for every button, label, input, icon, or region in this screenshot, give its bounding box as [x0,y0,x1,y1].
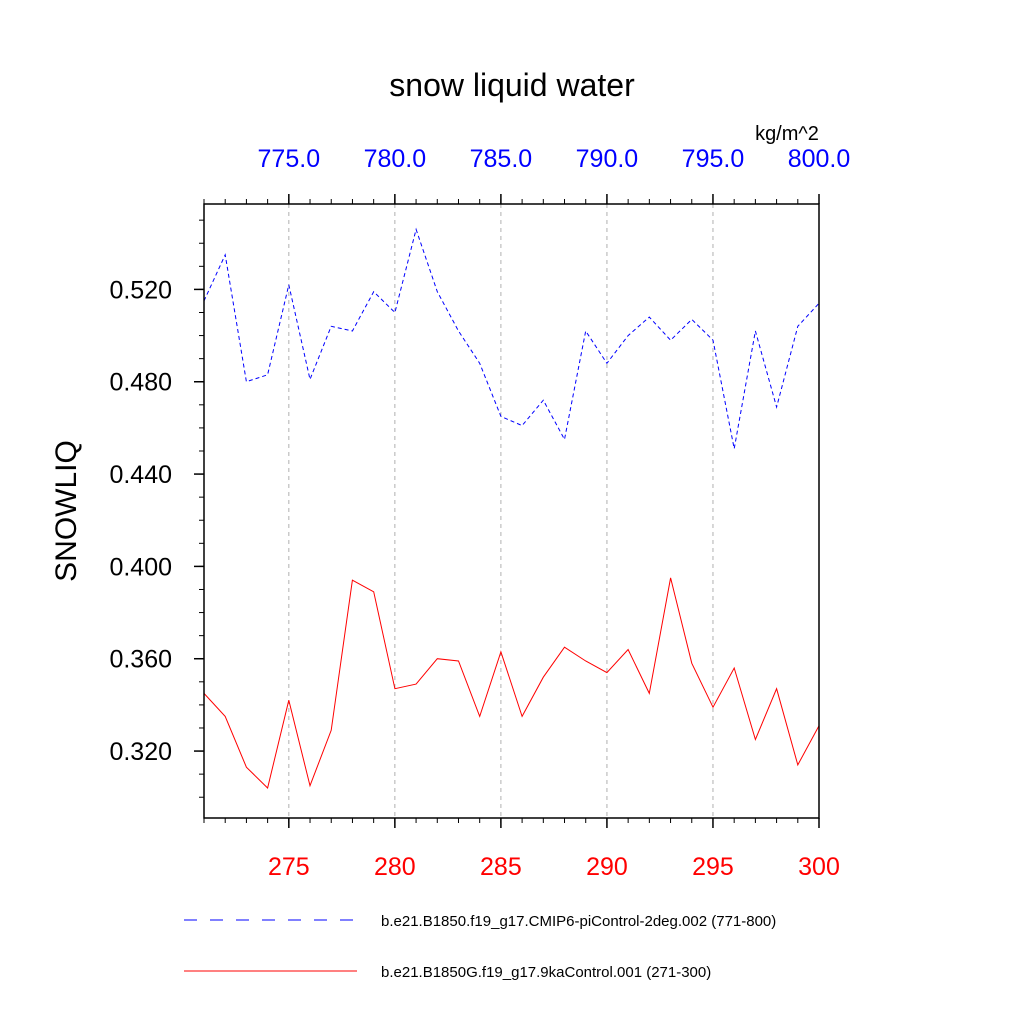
series-line-1 [203,227,820,449]
plot-frame [203,203,820,819]
y-tick-label: 0.480 [109,369,172,397]
bottom-tick-label: 290 [586,853,628,881]
top-tick-label: 790.0 [576,145,639,173]
y-tick-label: 0.320 [109,738,172,766]
chart-title: snow liquid water [389,67,635,103]
legend-label-series-2: b.e21.B1850G.f19_g17.9kaControl.001 (271… [381,964,711,981]
series-line-2 [203,577,820,789]
bottom-tick-label: 300 [798,853,840,881]
bottom-tick-label: 285 [480,853,522,881]
bottom-tick-label: 275 [268,853,310,881]
y-axis-label: SNOWLIQ [50,440,83,582]
major-ticks [194,194,820,828]
top-tick-label: 800.0 [788,145,851,173]
minor-ticks [199,199,820,823]
y-tick-label: 0.520 [109,276,172,304]
top-tick-label: 780.0 [364,145,427,173]
bottom-tick-label: 295 [692,853,734,881]
y-tick-label: 0.400 [109,553,172,581]
series-lines [203,227,820,789]
legend: b.e21.B1850.f19_g17.CMIP6-piControl-2deg… [184,913,776,981]
y-tick-label: 0.440 [109,461,172,489]
top-tick-label: 775.0 [258,145,321,173]
y-tick-labels: 0.320 0.360 0.400 0.440 0.480 0.520 [109,276,172,766]
gridlines [288,204,714,818]
units-label: kg/m^2 [755,123,819,145]
top-tick-label: 785.0 [470,145,533,173]
legend-label-series-1: b.e21.B1850.f19_g17.CMIP6-piControl-2deg… [381,913,776,930]
y-tick-label: 0.360 [109,646,172,674]
bottom-tick-labels: 275 280 285 290 295 300 [268,853,840,881]
top-tick-labels: 775.0 780.0 785.0 790.0 795.0 800.0 [258,145,851,173]
top-tick-label: 795.0 [682,145,745,173]
bottom-tick-label: 280 [374,853,416,881]
